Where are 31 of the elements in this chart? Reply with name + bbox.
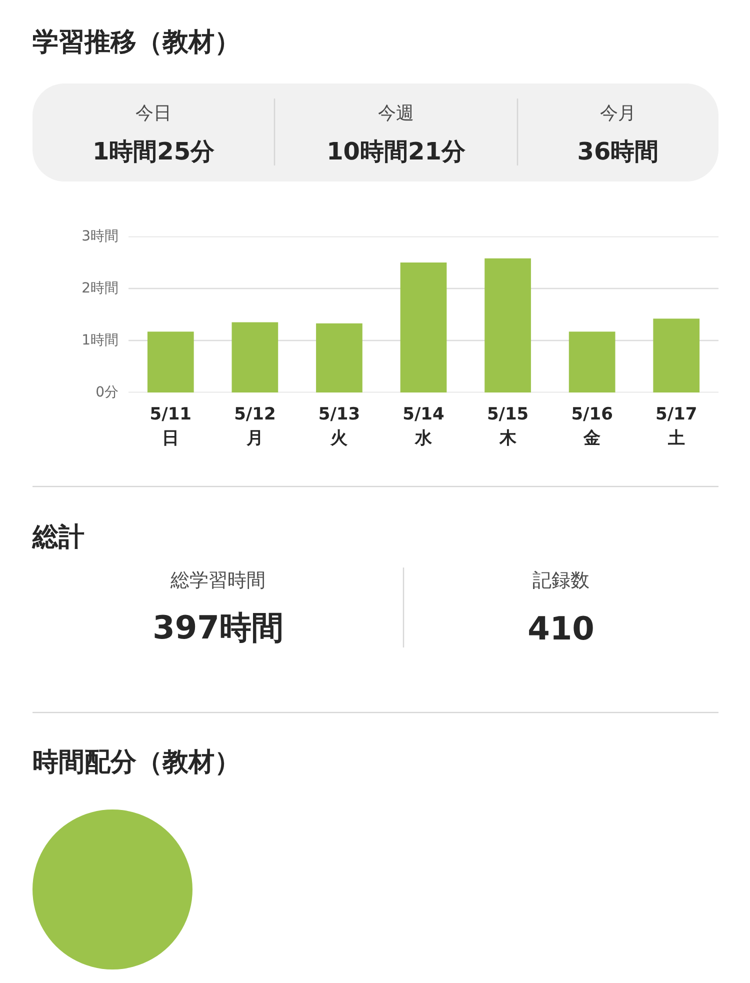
chart-title: 時間配分（教材） xyxy=(32,748,240,778)
y-tick-label: 3時間 xyxy=(82,228,119,244)
text: 総学習時間 xyxy=(170,570,266,592)
bar xyxy=(568,332,616,392)
text: 36時間 xyxy=(577,138,659,166)
bar xyxy=(484,258,531,392)
y-tick-label: 1時間 xyxy=(82,332,119,348)
x-tick-label: 5/11 日 xyxy=(150,404,192,448)
bar xyxy=(400,262,447,392)
text: 記録数 xyxy=(532,570,590,592)
text: 10時間21分 xyxy=(326,138,466,166)
text: 今週 xyxy=(378,103,414,124)
x-tick-label: 5/14 水 xyxy=(402,404,445,448)
x-tick-label: 5/12 月 xyxy=(234,404,276,448)
text: 今月 xyxy=(600,103,636,124)
text: 学習推移（教材） xyxy=(32,28,240,58)
text: 総計 xyxy=(32,522,84,552)
bar xyxy=(147,332,194,392)
bar xyxy=(232,322,278,392)
x-tick-label: 5/13 火 xyxy=(318,404,360,448)
text: 397時間 xyxy=(152,608,284,646)
y-tick-label: 2時間 xyxy=(82,280,119,296)
x-tick-label: 5/15 木 xyxy=(486,404,529,448)
bar xyxy=(316,323,362,392)
bar xyxy=(653,318,700,392)
x-tick-label: 5/17 土 xyxy=(656,404,698,448)
y-tick-label: 0分 xyxy=(96,384,119,400)
text: 1時間25分 xyxy=(92,138,216,166)
x-tick-label: 5/16 金 xyxy=(571,404,613,448)
text: 今日 xyxy=(136,103,172,124)
text: 410 xyxy=(528,610,594,648)
